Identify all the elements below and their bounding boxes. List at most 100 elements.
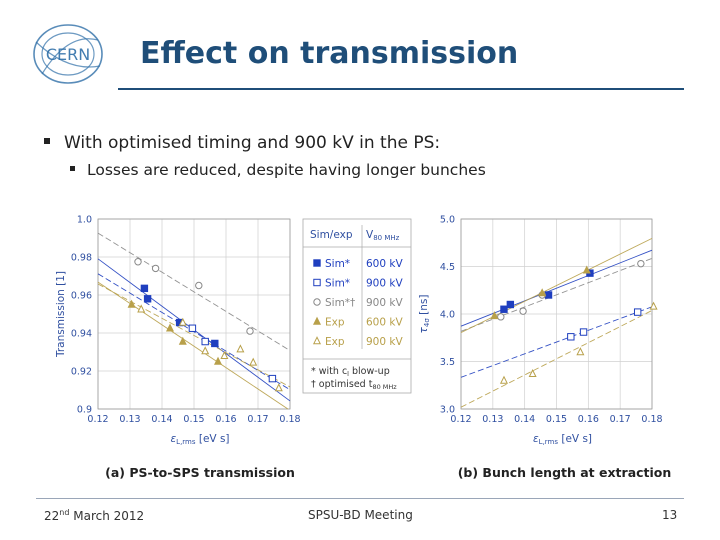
legend-row-label: Sim*† [325,297,355,309]
legend-marker [313,259,321,267]
fit-line [97,283,291,388]
bullet-level1: With optimised timing and 900 kV in the … [44,133,440,153]
y-axis-label: τ4σ [ns] [418,295,431,334]
data-point [274,383,283,392]
fit-line [97,281,289,410]
data-point [211,339,219,348]
legend-frame [302,218,412,394]
data-point [519,307,527,315]
data-point [140,284,149,293]
data-point [151,264,160,273]
cern-logo: CERN [33,24,103,84]
legend-note-timing: † optimised t80 MHz [311,379,397,391]
chart-panel-bunch-length: 0.12 0.13 0.14 0.15 0.16 0.17 0.18 3.0 3.5 4.0 4.5… [418,215,671,481]
legend-header-right: V80 MHz [366,229,400,242]
y-tick-label: 1.0 [77,215,92,226]
y-tick-label: 4.5 [440,262,455,273]
data-point [134,258,142,266]
y-tick-label: 0.96 [71,291,92,302]
plot-frame [460,218,653,410]
legend-marker [313,298,321,306]
data-point [490,311,499,320]
legend-marker [312,336,322,345]
data-point [506,300,515,309]
legend-note-blowup: * with cl blow-up [311,366,390,378]
legend-marker [313,278,321,287]
data-point [127,299,136,308]
y-tick-label: 3.0 [440,405,455,416]
x-tick-label: 0.16 [215,414,236,425]
data-point [500,305,508,313]
data-point [538,288,547,297]
data-point [633,308,642,316]
x-tick-label: 0.17 [247,414,268,425]
y-tick-label: 0.98 [71,253,92,264]
legend-marker [312,316,322,325]
fit-line [97,232,291,351]
data-point [249,357,258,366]
legend-row-voltage: 900 kV [366,336,403,348]
y-tick-label: 0.92 [71,367,92,378]
x-axis-label: εL,rms [eV s] [533,433,592,446]
footer-event: SPSU-BD Meeting [308,508,413,522]
x-tick-label: 0.12 [450,414,471,425]
title-divider [118,88,684,90]
legend-row-label: Sim* [325,258,350,270]
chart-caption: (b) Bunch length at extraction [458,465,672,480]
data-point [188,324,197,332]
y-tick-label: 3.5 [440,357,455,368]
data-point [497,313,505,321]
data-point [544,291,553,299]
legend-row-voltage: 600 kV [366,258,403,270]
chart-caption: (a) PS-to-SPS transmission [105,465,295,480]
footer-divider [36,498,684,499]
data-point [178,336,187,345]
data-point [637,259,645,268]
y-tick-label: 0.9 [77,405,92,416]
fit-line [460,306,653,378]
bullet-square-icon [44,138,50,144]
y-tick-label: 4.0 [440,310,455,321]
x-tick-label: 0.15 [183,414,204,425]
plot-frame [97,218,291,410]
x-axis-label: εL,rms [eV s] [170,433,229,446]
fit-line [460,249,653,327]
bullet2-text: Losses are reduced, despite having longe… [87,161,486,179]
data-point [178,317,187,326]
data-point [268,374,277,383]
x-tick-label: 0.17 [610,414,631,425]
data-point [165,323,175,332]
chart-panel-transmission: 0.12 0.13 0.14 0.15 0.16 0.17 0.18 0.9 0.92 0.94 0… [55,215,301,481]
y-tick-label: 5.0 [440,215,455,226]
bullet-square-icon [70,166,75,171]
data-point [567,333,575,341]
x-tick-label: 0.12 [87,414,108,425]
data-point [137,304,146,313]
bullet1-text: With optimised timing and 900 kV in the … [64,133,441,153]
data-point [195,281,203,290]
x-tick-label: 0.14 [514,414,535,425]
legend-row-label: Exp [325,336,345,348]
x-tick-label: 0.18 [641,414,662,425]
data-point [220,350,229,359]
x-tick-label: 0.18 [279,414,300,425]
y-axis-label: Transmission [1] [55,271,67,358]
data-point [528,369,537,378]
x-tick-label: 0.13 [119,414,140,425]
y-tick-label: 0.94 [71,329,92,340]
footer-page-number: 13 [662,508,678,522]
legend-row-voltage: 900 kV [366,278,403,290]
footer-date: 22nd March 2012 [44,508,145,523]
data-point [649,301,658,310]
data-point [579,328,588,336]
data-point [576,347,585,356]
bullet-level2: Losses are reduced, despite having longe… [70,161,486,179]
legend-row-voltage: 900 kV [366,297,403,309]
slide-title: Effect on transmission [140,36,519,71]
data-point [499,375,508,384]
data-point [582,265,591,274]
x-tick-label: 0.15 [546,414,567,425]
legend-row-label: Sim* [325,278,350,290]
x-tick-label: 0.16 [578,414,599,425]
x-tick-label: 0.14 [151,414,172,425]
